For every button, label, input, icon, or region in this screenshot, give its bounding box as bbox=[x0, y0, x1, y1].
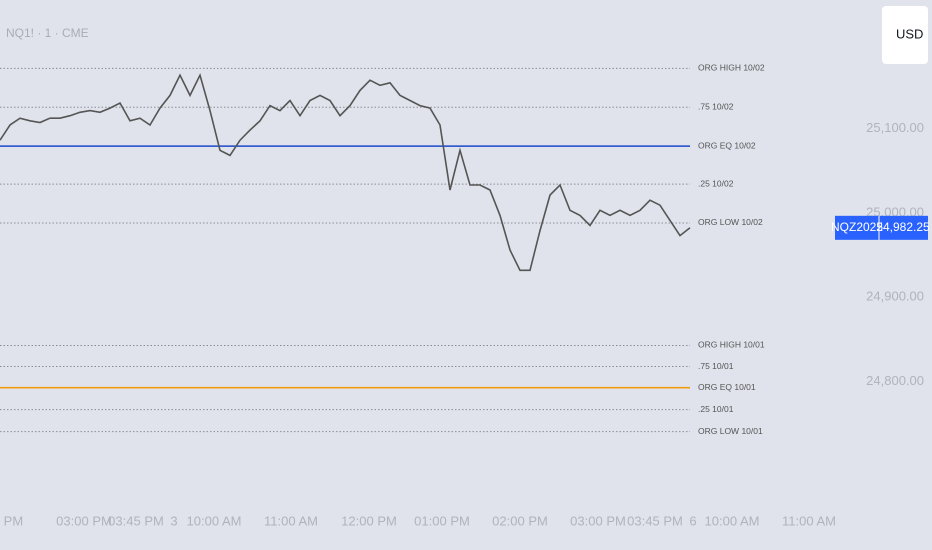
price-line bbox=[0, 72, 691, 272]
x-tick-label: 10:00 AM bbox=[187, 513, 242, 528]
x-tick-label: 6 bbox=[689, 513, 696, 528]
x-tick-label: 11:00 AM bbox=[264, 513, 318, 528]
x-tick-label: 03:00 PM bbox=[570, 513, 626, 528]
level-label: .75 10/02 bbox=[698, 102, 734, 112]
x-tick-label: 02:00 PM bbox=[492, 513, 548, 528]
level-label: .25 10/02 bbox=[698, 178, 734, 188]
level-label: ORG EQ 10/02 bbox=[698, 140, 756, 150]
x-tick-label: 01:00 PM bbox=[414, 513, 470, 528]
x-tick-label: 03:45 PM bbox=[627, 513, 683, 528]
y-tick-label: 24,900.00 bbox=[866, 289, 924, 304]
currency-button-box[interactable] bbox=[882, 6, 928, 64]
currency-button[interactable]: USD bbox=[896, 26, 923, 41]
x-tick-label: 3 bbox=[170, 513, 177, 528]
level-label: ORG HIGH 10/01 bbox=[698, 340, 765, 350]
price-badge bbox=[835, 215, 928, 240]
level-label: .25 10/01 bbox=[698, 404, 734, 414]
y-tick-label: 25,000.00 bbox=[866, 204, 924, 219]
y-tick-label: 25,100.00 bbox=[866, 120, 924, 135]
x-tick-label: 03:45 PM bbox=[108, 513, 164, 528]
x-tick-label: 10:00 AM bbox=[705, 513, 760, 528]
x-tick-label: 03:00 PM bbox=[56, 513, 112, 528]
symbol-label: NQZ2025 bbox=[831, 220, 883, 234]
level-label: ORG LOW 10/01 bbox=[698, 426, 763, 436]
x-tick-label: 12:00 PM bbox=[341, 513, 397, 528]
chart-title: NQ1! · 1 · CME bbox=[6, 26, 89, 40]
last-price-label: 24,982.25 bbox=[876, 220, 930, 234]
y-tick-label: 24,800.00 bbox=[866, 373, 924, 388]
x-tick-label: 11:00 AM bbox=[782, 513, 836, 528]
level-label: ORG EQ 10/01 bbox=[698, 382, 756, 392]
x-tick-label: 0 PM bbox=[0, 513, 23, 528]
level-label: ORG HIGH 10/02 bbox=[698, 63, 765, 73]
level-label: ORG LOW 10/02 bbox=[698, 217, 763, 227]
level-label: .75 10/01 bbox=[698, 361, 734, 371]
